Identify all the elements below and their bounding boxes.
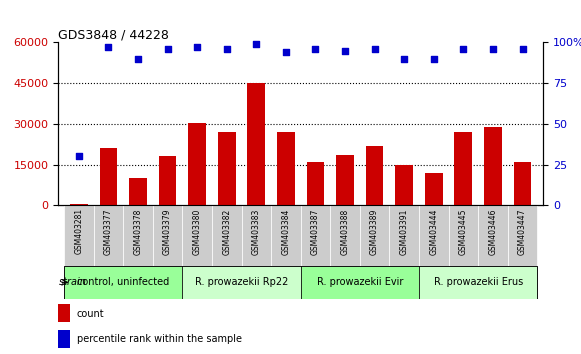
Text: GSM403388: GSM403388 [340,208,350,255]
Point [459,46,468,52]
Point [340,48,350,53]
Point [518,46,527,52]
Point [281,50,290,55]
Text: GSM403445: GSM403445 [459,208,468,255]
Bar [153,205,182,266]
Text: GSM403377: GSM403377 [104,208,113,255]
Point [370,46,379,52]
Text: percentile rank within the sample: percentile rank within the sample [77,334,242,344]
Bar [70,204,88,205]
Bar [64,205,94,266]
Bar [454,132,472,205]
Bar [123,205,153,266]
Text: GSM403281: GSM403281 [74,208,83,255]
Point [74,154,84,159]
Bar [419,205,449,266]
Bar [508,205,537,266]
Bar [99,148,117,205]
Point [192,45,202,50]
Text: GSM403447: GSM403447 [518,208,527,255]
Point [311,46,320,52]
Bar [242,205,271,266]
Bar [159,156,177,205]
Text: R. prowazekii Rp22: R. prowazekii Rp22 [195,277,288,287]
Text: strain: strain [59,277,87,287]
Text: GSM403380: GSM403380 [193,208,202,255]
Text: count: count [77,308,104,319]
Bar [425,173,443,205]
Bar [248,83,265,205]
Text: R. prowazekii Erus: R. prowazekii Erus [433,277,523,287]
Bar [307,162,324,205]
Text: GSM403384: GSM403384 [281,208,290,255]
Point [104,45,113,50]
Bar [514,162,532,205]
Bar [218,132,235,205]
Bar [188,122,206,205]
Bar [336,155,354,205]
Bar [330,205,360,266]
Point [488,46,497,52]
Text: GSM403389: GSM403389 [370,208,379,255]
Point [429,56,439,62]
Point [400,56,409,62]
Bar [271,205,301,266]
Text: GSM403446: GSM403446 [489,208,497,255]
Text: GDS3848 / 44228: GDS3848 / 44228 [58,28,169,41]
Bar [301,205,330,266]
Bar [389,205,419,266]
Bar [484,127,502,205]
Bar [395,165,413,205]
Bar [182,205,212,266]
Bar [58,304,70,322]
Point [163,46,172,52]
Bar [360,205,389,266]
Text: GSM403379: GSM403379 [163,208,172,255]
Text: control, uninfected: control, uninfected [77,277,169,287]
Bar [366,145,383,205]
Text: GSM403382: GSM403382 [222,208,231,255]
Bar [94,205,123,266]
Bar [58,330,70,348]
Bar [478,205,508,266]
Text: GSM403383: GSM403383 [252,208,261,255]
Text: GSM403387: GSM403387 [311,208,320,255]
Bar [212,205,242,266]
Point [252,41,261,47]
Bar [419,266,537,299]
Bar [64,266,182,299]
Bar [182,266,301,299]
Text: GSM403391: GSM403391 [400,208,408,255]
Bar [129,178,147,205]
Text: GSM403444: GSM403444 [429,208,438,255]
Bar [277,132,295,205]
Bar [301,266,419,299]
Text: R. prowazekii Evir: R. prowazekii Evir [317,277,403,287]
Text: GSM403378: GSM403378 [134,208,142,255]
Bar [449,205,478,266]
Point [133,56,142,62]
Point [222,46,231,52]
